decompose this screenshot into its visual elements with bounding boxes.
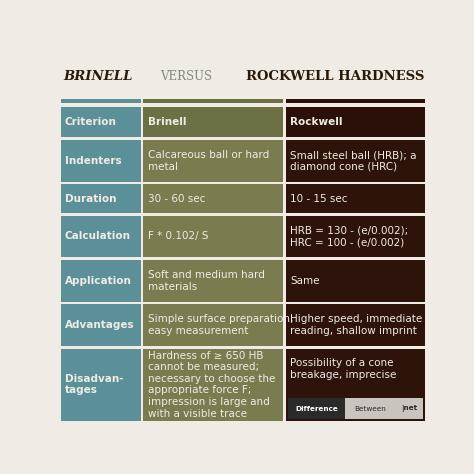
Bar	[61, 348, 141, 420]
Text: F * 0.102/ S: F * 0.102/ S	[147, 231, 208, 241]
Bar	[286, 304, 425, 346]
Bar	[143, 99, 283, 103]
Text: VERSUS: VERSUS	[160, 71, 212, 83]
Bar	[286, 99, 425, 103]
Bar	[286, 184, 425, 213]
Bar	[61, 184, 141, 213]
Bar	[286, 140, 425, 182]
Bar	[61, 107, 141, 137]
Bar	[143, 216, 283, 257]
Bar	[61, 216, 141, 257]
Bar	[286, 260, 425, 302]
Bar	[143, 107, 283, 137]
Text: 10 - 15 sec: 10 - 15 sec	[290, 194, 347, 204]
Bar	[286, 216, 425, 257]
Bar	[143, 140, 283, 182]
Bar	[396, 399, 423, 419]
Text: Advantages: Advantages	[65, 320, 135, 330]
Text: Disadvan-
tages: Disadvan- tages	[65, 374, 123, 395]
Text: Calculation: Calculation	[65, 231, 131, 241]
Bar	[143, 184, 283, 213]
Bar	[61, 140, 141, 182]
Text: Same: Same	[290, 276, 319, 286]
Text: ROCKWELL HARDNESS: ROCKWELL HARDNESS	[246, 71, 425, 83]
Text: Brinell: Brinell	[147, 117, 186, 127]
Text: Hardness of ≥ 650 HB
cannot be measured;
necessary to choose the
appropriate for: Hardness of ≥ 650 HB cannot be measured;…	[147, 351, 275, 419]
Bar	[286, 348, 425, 420]
Text: Application: Application	[65, 276, 132, 286]
Text: 30 - 60 sec: 30 - 60 sec	[147, 194, 205, 204]
Bar	[345, 399, 396, 419]
Bar	[143, 260, 283, 302]
Text: |net: |net	[401, 405, 418, 412]
Text: Difference: Difference	[295, 406, 337, 412]
Text: Indenters: Indenters	[65, 156, 121, 166]
Text: Small steel ball (HRB); a
diamond cone (HRC): Small steel ball (HRB); a diamond cone (…	[290, 150, 417, 172]
Text: Higher speed, immediate
reading, shallow imprint: Higher speed, immediate reading, shallow…	[290, 314, 422, 336]
Text: Simple surface preparation,
easy measurement: Simple surface preparation, easy measure…	[147, 314, 293, 336]
Bar	[288, 399, 423, 419]
Bar	[143, 348, 283, 420]
Bar	[61, 99, 141, 103]
Text: HRB = 130 - (e/0.002);
HRC = 100 - (e/0.002): HRB = 130 - (e/0.002); HRC = 100 - (e/0.…	[290, 226, 409, 247]
Text: BRINELL: BRINELL	[63, 71, 132, 83]
Bar	[286, 107, 425, 137]
Bar	[288, 399, 345, 419]
Text: Possibility of a cone
breakage, imprecise: Possibility of a cone breakage, imprecis…	[290, 358, 397, 380]
Text: Soft and medium hard
materials: Soft and medium hard materials	[147, 270, 264, 292]
Bar	[61, 304, 141, 346]
Text: Duration: Duration	[65, 194, 117, 204]
Bar	[143, 304, 283, 346]
Text: Between: Between	[355, 406, 386, 412]
Text: Criterion: Criterion	[65, 117, 117, 127]
Bar	[61, 260, 141, 302]
Text: Rockwell: Rockwell	[290, 117, 343, 127]
Text: Calcareous ball or hard
metal: Calcareous ball or hard metal	[147, 150, 269, 172]
